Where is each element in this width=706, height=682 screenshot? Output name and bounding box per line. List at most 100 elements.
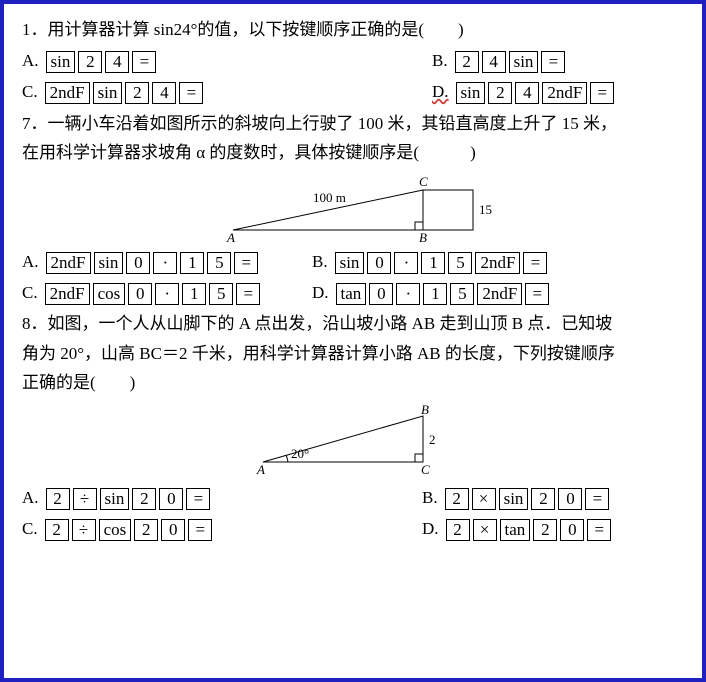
q1-B-keys: 24sin= bbox=[454, 47, 568, 74]
calc-key: ÷ bbox=[72, 519, 96, 541]
calc-key: = bbox=[525, 283, 549, 305]
calc-key: 5 bbox=[209, 283, 233, 305]
q8-figure: 20° 2 A B C bbox=[243, 402, 463, 480]
calc-key: 1 bbox=[423, 283, 447, 305]
q7-D-label: D. bbox=[312, 279, 329, 306]
calc-key: = bbox=[587, 519, 611, 541]
q8-B-label: B. bbox=[422, 484, 438, 511]
q1-C-keys: 2ndFsin24= bbox=[44, 78, 206, 105]
q7-C-keys: 2ndFcos0·15= bbox=[44, 279, 263, 306]
calc-key: 2ndF bbox=[477, 283, 522, 305]
calc-key: 4 bbox=[515, 82, 539, 104]
calc-key: 0 bbox=[126, 252, 150, 274]
calc-key: = bbox=[236, 283, 260, 305]
calc-key: sin bbox=[94, 252, 124, 274]
calc-key: cos bbox=[93, 283, 126, 305]
q1-B-label: B. bbox=[432, 47, 448, 74]
calc-key: sin bbox=[46, 51, 76, 73]
svg-text:100 m: 100 m bbox=[313, 190, 346, 205]
q8-D-keys: 2×tan20= bbox=[445, 515, 614, 542]
calc-key: = bbox=[234, 252, 258, 274]
svg-text:B: B bbox=[419, 230, 427, 244]
q7-row-ab: A. 2ndFsin0·15= B. sin0·152ndF= bbox=[22, 248, 684, 275]
svg-text:2: 2 bbox=[429, 432, 436, 447]
svg-text:20°: 20° bbox=[291, 446, 309, 461]
calc-key: 2 bbox=[78, 51, 102, 73]
q1-row-cd: C. 2ndFsin24= D. sin242ndF= bbox=[22, 78, 684, 105]
calc-key: = bbox=[132, 51, 156, 73]
q7-A-label: A. bbox=[22, 248, 39, 275]
calc-key: = bbox=[186, 488, 210, 510]
calc-key: 0 bbox=[369, 283, 393, 305]
calc-key: 2 bbox=[125, 82, 149, 104]
calc-key: · bbox=[396, 283, 420, 305]
q1-D-label: D. bbox=[432, 78, 449, 105]
q1-text: 1．用计算器计算 sin24°的值，以下按键顺序正确的是( ) bbox=[22, 16, 684, 43]
calc-key: 2 bbox=[531, 488, 555, 510]
calc-key: sin bbox=[335, 252, 365, 274]
calc-key: 2 bbox=[455, 51, 479, 73]
calc-key: ÷ bbox=[73, 488, 97, 510]
q1-row-ab: A. sin24= B. 24sin= bbox=[22, 47, 684, 74]
calc-key: × bbox=[472, 488, 496, 510]
q8-C-label: C. bbox=[22, 515, 38, 542]
q7-D-keys: tan0·152ndF= bbox=[335, 279, 552, 306]
calc-key: = bbox=[179, 82, 203, 104]
calc-key: 1 bbox=[182, 283, 206, 305]
calc-key: cos bbox=[99, 519, 132, 541]
q7-figure: 100 m 15 m A B C bbox=[213, 172, 493, 244]
calc-key: · bbox=[153, 252, 177, 274]
calc-key: 2 bbox=[134, 519, 158, 541]
calc-key: 2ndF bbox=[542, 82, 587, 104]
calc-key: tan bbox=[336, 283, 367, 305]
calc-key: tan bbox=[500, 519, 531, 541]
q1-D-keys: sin242ndF= bbox=[455, 78, 617, 105]
q8-B-keys: 2×sin20= bbox=[444, 484, 612, 511]
calc-key: 4 bbox=[105, 51, 129, 73]
calc-key: 5 bbox=[448, 252, 472, 274]
q8-row-cd: C. 2÷cos20= D. 2×tan20= bbox=[22, 515, 684, 542]
calc-key: 4 bbox=[482, 51, 506, 73]
svg-text:15 m: 15 m bbox=[479, 202, 493, 217]
svg-text:B: B bbox=[421, 402, 429, 417]
calc-key: · bbox=[394, 252, 418, 274]
calc-key: 2 bbox=[132, 488, 156, 510]
calc-key: 2ndF bbox=[45, 283, 90, 305]
calc-key: = bbox=[590, 82, 614, 104]
calc-key: = bbox=[585, 488, 609, 510]
calc-key: 2 bbox=[488, 82, 512, 104]
calc-key: = bbox=[523, 252, 547, 274]
q8-A-label: A. bbox=[22, 484, 39, 511]
q7-B-keys: sin0·152ndF= bbox=[334, 248, 550, 275]
q1-A-label: A. bbox=[22, 47, 39, 74]
q7-B-label: B. bbox=[312, 248, 328, 275]
calc-key: 2ndF bbox=[46, 252, 91, 274]
calc-key: 0 bbox=[367, 252, 391, 274]
calc-key: sin bbox=[456, 82, 486, 104]
q7-row-cd: C. 2ndFcos0·15= D. tan0·152ndF= bbox=[22, 279, 684, 306]
calc-key: sin bbox=[93, 82, 123, 104]
q8-text3: 正确的是( ) bbox=[22, 369, 684, 396]
calc-key: × bbox=[473, 519, 497, 541]
svg-text:A: A bbox=[256, 462, 265, 477]
svg-text:C: C bbox=[419, 174, 428, 189]
calc-key: = bbox=[541, 51, 565, 73]
q7-text1: 7．一辆小车沿着如图所示的斜坡向上行驶了 100 米，其铅直高度上升了 15 米… bbox=[22, 110, 684, 137]
q8-text2: 角为 20°，山高 BC＝2 千米，用科学计算器计算小路 AB 的长度，下列按键… bbox=[22, 340, 684, 367]
q8-D-label: D. bbox=[422, 515, 439, 542]
calc-key: 0 bbox=[161, 519, 185, 541]
q1-C-label: C. bbox=[22, 78, 38, 105]
q7-A-keys: 2ndFsin0·15= bbox=[45, 248, 261, 275]
calc-key: 2 bbox=[446, 519, 470, 541]
calc-key: sin bbox=[100, 488, 130, 510]
calc-key: 0 bbox=[560, 519, 584, 541]
calc-key: 0 bbox=[128, 283, 152, 305]
q7-text2: 在用科学计算器求坡角 α 的度数时，具体按键顺序是( ) bbox=[22, 139, 684, 166]
calc-key: 2 bbox=[45, 519, 69, 541]
calc-key: 2ndF bbox=[45, 82, 90, 104]
calc-key: 2ndF bbox=[475, 252, 520, 274]
calc-key: 2 bbox=[445, 488, 469, 510]
calc-key: 0 bbox=[558, 488, 582, 510]
calc-key: 5 bbox=[207, 252, 231, 274]
q7-C-label: C. bbox=[22, 279, 38, 306]
